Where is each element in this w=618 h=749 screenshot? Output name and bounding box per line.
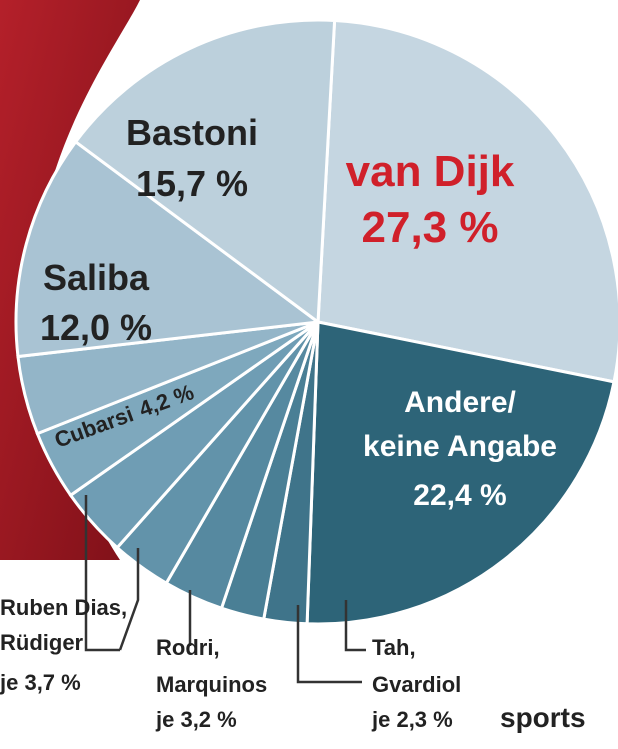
slice-label-bastoni-value: 15,7 % bbox=[136, 163, 248, 204]
slice-label-andere-value: 22,4 % bbox=[413, 479, 506, 512]
leader-line-tah bbox=[344, 600, 366, 652]
slice-label-saliba-name: Saliba bbox=[43, 257, 150, 298]
leader-line-dias-ruediger bbox=[84, 495, 120, 652]
pie-slices bbox=[14, 18, 618, 626]
leader-line-ruediger bbox=[118, 548, 140, 651]
group-label-tah-line2: Gvardiol bbox=[372, 672, 461, 697]
pie-slice-saliba bbox=[14, 139, 322, 359]
group-label-dias-line2: Rüdiger bbox=[0, 630, 84, 655]
slice-label-van-dijk-name: van Dijk bbox=[346, 147, 515, 196]
group-label-dias-line3: je 3,7 % bbox=[0, 670, 81, 695]
pie-slice-bastoni bbox=[73, 18, 337, 325]
slice-label-van-dijk-value: 27,3 % bbox=[362, 203, 499, 252]
slice-label-andere-line2: keine Angabe bbox=[363, 430, 557, 463]
brand-logo-text: sports bbox=[500, 702, 586, 733]
group-label-tah-line3: je 2,3 % bbox=[371, 707, 453, 732]
group-label-tah-line1: Tah, bbox=[372, 635, 416, 660]
leader-line-gvardiol bbox=[296, 605, 362, 684]
pie-slice-van-dijk bbox=[316, 18, 618, 384]
group-label-dias-line1: Ruben Dias, bbox=[0, 595, 127, 620]
group-label-rodri-line2: Marquinos bbox=[156, 672, 267, 697]
slice-label-saliba-value: 12,0 % bbox=[40, 307, 152, 348]
slice-label-andere-line1: Andere/ bbox=[404, 386, 516, 419]
pie-slice-andere-keine-angabe bbox=[305, 320, 616, 626]
group-label-rodri-line3: je 3,2 % bbox=[155, 707, 237, 732]
slice-label-bastoni-name: Bastoni bbox=[126, 112, 258, 153]
group-label-rodri-line1: Rodri, bbox=[156, 635, 220, 660]
